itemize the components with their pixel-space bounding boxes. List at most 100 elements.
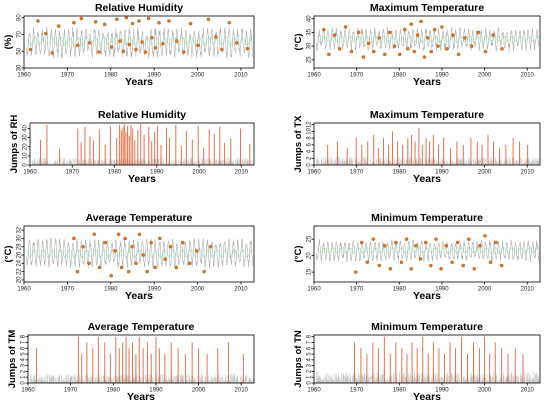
low-frequency-line bbox=[26, 248, 253, 259]
x-tick-label: 1960 bbox=[307, 73, 321, 79]
jump-point bbox=[137, 19, 141, 23]
jump-point bbox=[463, 36, 467, 40]
x-tick-label: 2010 bbox=[235, 388, 249, 394]
jump-point bbox=[126, 269, 131, 274]
jump-point bbox=[102, 22, 107, 27]
y-tick-label: 0 bbox=[21, 381, 27, 385]
chart-panel-3: Relative Humidity Years Jumps of RH 1960 197… bbox=[9, 109, 255, 185]
y-tick-label: 7 bbox=[21, 340, 27, 344]
x-tick-label: 1990 bbox=[150, 170, 164, 176]
jump-point bbox=[72, 20, 76, 25]
jump-point bbox=[124, 16, 129, 20]
x-tick-label: 1960 bbox=[307, 388, 321, 394]
y-tick-label: 90 bbox=[17, 14, 23, 21]
jump-point bbox=[116, 232, 121, 237]
jump-point bbox=[76, 43, 80, 48]
jump-point bbox=[181, 50, 186, 54]
jump-point bbox=[79, 16, 84, 21]
x-tick-label: 2000 bbox=[478, 170, 492, 176]
y-tick-label: 25 bbox=[307, 235, 313, 242]
x-tick-label: 1960 bbox=[21, 388, 35, 394]
jump-point bbox=[93, 20, 98, 24]
x-axis-label: Years bbox=[413, 290, 441, 302]
jump-point bbox=[432, 27, 437, 32]
y-tick-label: 6 bbox=[307, 346, 313, 350]
x-tick-label: 2000 bbox=[192, 388, 206, 394]
x-tick-label: 1960 bbox=[23, 170, 37, 176]
jump-point bbox=[115, 17, 119, 22]
jump-point bbox=[28, 47, 33, 52]
x-tick-label: 1990 bbox=[149, 388, 163, 394]
y-axis-label: (°C) bbox=[293, 246, 304, 263]
y-tick-label: 4 bbox=[21, 358, 27, 362]
jump-point bbox=[150, 36, 154, 40]
chart-title: Relative Humidity bbox=[98, 109, 186, 121]
jump-point bbox=[109, 45, 114, 49]
y-tick-label: 0 bbox=[307, 381, 313, 385]
jump-point bbox=[121, 49, 126, 53]
y-tick-label: 4 bbox=[307, 149, 313, 153]
chart-panel-5: Average Temperature Years (°C) 1960 1970 1980… bbox=[3, 212, 255, 302]
jump-point bbox=[87, 41, 92, 45]
jump-point bbox=[137, 232, 142, 237]
jump-point bbox=[472, 267, 477, 271]
x-tick-label: 2010 bbox=[521, 287, 535, 293]
y-tick-label: 40 bbox=[307, 15, 313, 22]
jump-point bbox=[130, 21, 135, 26]
jump-point bbox=[196, 43, 200, 48]
x-tick-label: 1980 bbox=[107, 388, 121, 394]
y-tick-label: 28 bbox=[17, 243, 23, 250]
jump-point bbox=[409, 267, 413, 271]
chart-title: Average Temperature bbox=[86, 212, 193, 224]
jump-point bbox=[409, 22, 413, 26]
low-frequency-line bbox=[316, 246, 540, 255]
jump-point bbox=[500, 47, 504, 51]
jump-point bbox=[349, 49, 354, 54]
jump-point bbox=[354, 270, 358, 274]
x-tick-label: 2010 bbox=[234, 73, 248, 79]
jump-point bbox=[415, 33, 420, 37]
daily-series-line bbox=[316, 26, 540, 52]
x-tick-label: 1970 bbox=[61, 73, 75, 79]
jump-point bbox=[397, 52, 402, 57]
x-tick-label: 2000 bbox=[478, 388, 492, 394]
jump-point bbox=[337, 47, 342, 51]
jump-point bbox=[153, 46, 158, 50]
x-tick-label: 2000 bbox=[478, 73, 492, 79]
jump-point bbox=[157, 20, 161, 25]
jump-point bbox=[444, 244, 448, 248]
daily-series-line bbox=[26, 237, 254, 269]
y-tick-label: 7 bbox=[307, 340, 313, 344]
x-tick-label: 1970 bbox=[64, 388, 78, 394]
chart-title: Minimum Temperature bbox=[371, 321, 483, 333]
jump-point bbox=[478, 244, 482, 248]
plot-area bbox=[30, 336, 254, 383]
jump-point bbox=[343, 25, 348, 29]
x-tick-label: 2010 bbox=[521, 73, 535, 79]
chart-title: Relative Humidity bbox=[95, 2, 183, 14]
jump-point bbox=[181, 240, 185, 245]
jump-point bbox=[50, 51, 54, 55]
y-tick-label: 8 bbox=[307, 136, 313, 140]
jump-point bbox=[488, 260, 493, 264]
plot-frame bbox=[23, 15, 255, 69]
jump-point bbox=[332, 33, 337, 37]
jump-point bbox=[419, 19, 423, 24]
jump-point bbox=[450, 260, 454, 264]
jump-point bbox=[188, 21, 193, 26]
jump-point bbox=[56, 24, 61, 28]
chart-title: Average Temperature bbox=[88, 321, 195, 333]
jump-point bbox=[445, 47, 449, 51]
jump-point bbox=[461, 263, 465, 268]
jump-point bbox=[194, 249, 199, 253]
x-tick-label: 2000 bbox=[192, 170, 206, 176]
chart-panel-1: Relative Humidity Years (%) 1960 1970 1980 199… bbox=[3, 2, 255, 88]
y-tick-label: 3 bbox=[307, 363, 313, 367]
y-tick-label: 50 bbox=[17, 47, 23, 54]
daily-series-line bbox=[316, 239, 540, 263]
y-tick-label: 10 bbox=[23, 152, 29, 159]
jump-point bbox=[220, 47, 224, 52]
jump-point bbox=[234, 41, 239, 45]
jump-point bbox=[118, 39, 122, 43]
